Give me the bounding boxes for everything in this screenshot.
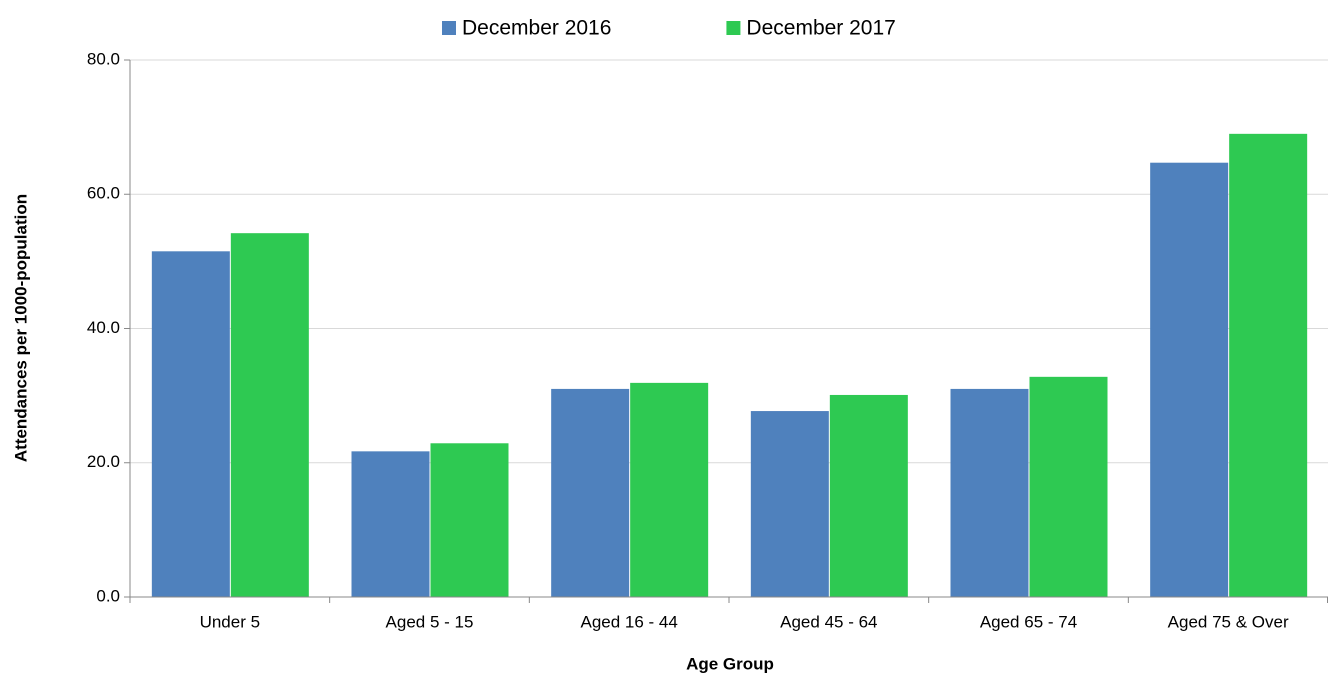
bar [351, 451, 430, 597]
bar [1150, 162, 1229, 598]
y-tick-label: 40.0 [87, 318, 120, 337]
x-axis-title: Age Group [686, 654, 774, 673]
y-tick-label: 60.0 [87, 184, 120, 203]
x-tick-label: Aged 75 & Over [1168, 612, 1289, 631]
x-tick-label: Aged 45 - 64 [780, 612, 877, 631]
legend-label: December 2016 [462, 17, 611, 40]
x-tick-label: Aged 65 - 74 [980, 612, 1077, 631]
legend-swatch [726, 21, 741, 35]
y-tick-label: 80.0 [87, 49, 120, 68]
bar [1029, 376, 1108, 597]
y-tick-label: 0.0 [96, 586, 120, 605]
bar [950, 388, 1029, 597]
bar [230, 233, 309, 597]
y-axis-title: Attendances per 1000-population [11, 194, 30, 462]
x-tick-label: Under 5 [200, 612, 260, 631]
y-tick-label: 20.0 [87, 452, 120, 471]
bar [151, 251, 230, 597]
x-tick-label: Aged 16 - 44 [580, 612, 677, 631]
x-tick-label: Aged 5 - 15 [386, 612, 474, 631]
bar [750, 411, 829, 597]
bar [551, 388, 630, 597]
bar [430, 443, 509, 597]
legend-swatch [442, 21, 456, 35]
bar [1229, 133, 1308, 597]
bar [630, 382, 709, 597]
legend-label: December 2017 [746, 17, 895, 40]
bar [829, 394, 908, 597]
